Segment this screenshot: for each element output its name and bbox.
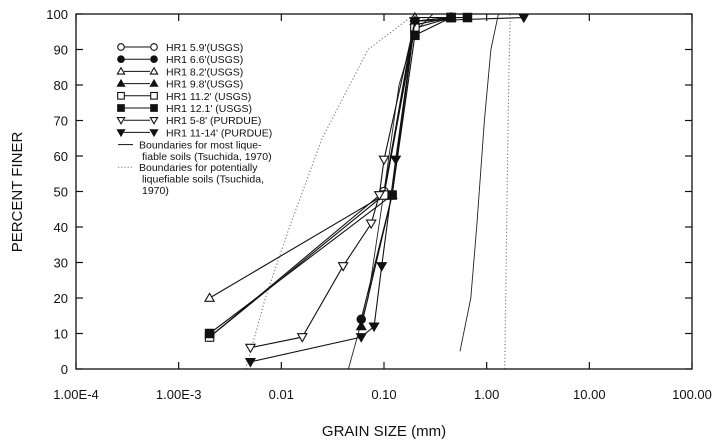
legend-marker: [117, 43, 125, 51]
x-tick-label: 0.01: [269, 387, 294, 402]
data-point-series-7: [244, 343, 257, 354]
legend-marker: [149, 117, 159, 125]
y-tick-label: 40: [54, 220, 68, 235]
data-point-series-7: [378, 155, 390, 166]
legend-label: Boundaries for potentially: [139, 162, 258, 174]
legend: HR1 5.9'(USGS)HR1 6.6'(USGS)HR1 8.2'(USG…: [116, 42, 272, 197]
data-point-series-7: [373, 191, 385, 201]
x-axis-label: GRAIN SIZE (mm): [322, 423, 446, 440]
legend-marker: [150, 43, 158, 51]
data-point-series-8: [409, 17, 421, 27]
legend-marker: [116, 129, 126, 138]
x-tick-label: 10.00: [573, 387, 606, 402]
y-axis-label: PERCENT FINER: [9, 132, 26, 253]
data-point-series-3: [203, 292, 216, 302]
legend-marker: [150, 104, 158, 112]
legend-marker: [149, 78, 159, 87]
legend-entry-boundary: Boundaries for potentially: [118, 162, 258, 174]
legend-label: 1970): [142, 185, 169, 197]
y-tick-label: 80: [54, 78, 68, 93]
legend-label: liquefiable soils (Tsuchida,: [142, 174, 264, 186]
legend-label: HR1 9.8'(USGS): [166, 79, 243, 91]
data-point-series-6: [410, 30, 420, 41]
y-tick-label: 50: [54, 185, 68, 200]
legend-entry: HR1 8.2'(USGS): [116, 66, 243, 78]
legend-marker: [150, 55, 158, 64]
data-point-series-7: [296, 333, 308, 343]
x-tick-label: 100.00: [672, 387, 712, 402]
legend-marker: [149, 129, 159, 138]
data-point-series-6: [204, 328, 215, 339]
legend-marker: [116, 66, 126, 75]
series-line-5: [209, 17, 452, 338]
legend-marker: [150, 91, 158, 100]
y-axis-ticks: 0 10 20 30 40 50 60 70 80 90 100: [46, 7, 692, 377]
legend-marker: [117, 55, 125, 64]
data-point-series-4: [355, 320, 367, 331]
x-tick-label: 1.00E-4: [53, 387, 99, 402]
series-line-2: [360, 17, 452, 320]
legend-entry: HR1 11.2' (USGS): [117, 91, 251, 103]
data-point-series-7: [337, 262, 349, 272]
x-tick-label: 0.10: [371, 387, 396, 402]
boundary-curve-dotted: [504, 13, 511, 370]
data-point-series-7: [365, 219, 377, 230]
legend-label: fiable soils (Tsuchida, 1970): [142, 151, 272, 163]
data-point-series-8: [244, 357, 257, 368]
legend-entry: HR1 5-8' (PURDUE): [116, 115, 261, 127]
legend-label: HR1 5.9'(USGS): [166, 42, 243, 54]
x-tick-label: 1.00: [474, 387, 499, 402]
legend-entry-boundary: fiable soils (Tsuchida, 1970): [142, 151, 272, 163]
data-point-series-8: [355, 333, 367, 343]
legend-label: HR1 11-14' (PURDUE): [166, 127, 272, 139]
legend-entry: HR1 9.8'(USGS): [116, 78, 243, 91]
legend-marker: [117, 91, 125, 100]
legend-label: HR1 11.2' (USGS): [166, 91, 251, 103]
legend-entry-boundary: liquefiable soils (Tsuchida,: [142, 174, 264, 186]
legend-label: HR1 6.6'(USGS): [166, 54, 243, 66]
legend-label: HR1 12.1' (USGS): [166, 103, 252, 115]
y-tick-label: 70: [54, 114, 68, 129]
legend-entry: HR1 5.9'(USGS): [117, 42, 243, 54]
legend-label: HR1 8.2'(USGS): [166, 66, 243, 78]
legend-entry-boundary: 1970): [142, 185, 169, 197]
legend-entry: HR1 6.6'(USGS): [117, 54, 243, 66]
legend-marker: [116, 117, 126, 125]
legend-marker: [116, 78, 126, 87]
legend-entry: HR1 12.1' (USGS): [117, 103, 252, 115]
data-point-series-8: [376, 262, 388, 272]
y-tick-label: 90: [54, 43, 68, 58]
series-lines: [203, 11, 530, 368]
boundary-curve-dotted: [245, 13, 416, 370]
y-tick-label: 10: [54, 327, 68, 342]
data-point-series-8: [368, 322, 380, 333]
legend-label: Boundaries for most lique-: [139, 140, 262, 152]
legend-entry: HR1 11-14' (PURDUE): [116, 127, 272, 139]
series-line-4: [360, 17, 452, 327]
legend-marker: [117, 104, 125, 112]
y-tick-label: 20: [54, 291, 68, 306]
y-tick-label: 30: [54, 256, 68, 271]
y-tick-label: 100: [46, 7, 68, 22]
x-axis-ticks: 1.00E-4 1.00E-3 0.01 0.10 1.00 10.00 100.00: [53, 14, 712, 402]
legend-marker: [149, 66, 159, 75]
x-tick-label: 1.00E-3: [156, 387, 202, 402]
legend-label: HR1 5-8' (PURDUE): [166, 115, 261, 127]
data-point-series-8: [390, 155, 402, 166]
series-line-3: [209, 17, 452, 299]
y-tick-label: 0: [61, 362, 68, 377]
legend-entry-boundary: Boundaries for most lique-: [118, 140, 262, 152]
boundary-curve-solid: [459, 13, 499, 352]
data-point-series-6: [387, 190, 397, 200]
y-tick-label: 60: [54, 149, 68, 164]
series-line-7: [250, 20, 416, 349]
